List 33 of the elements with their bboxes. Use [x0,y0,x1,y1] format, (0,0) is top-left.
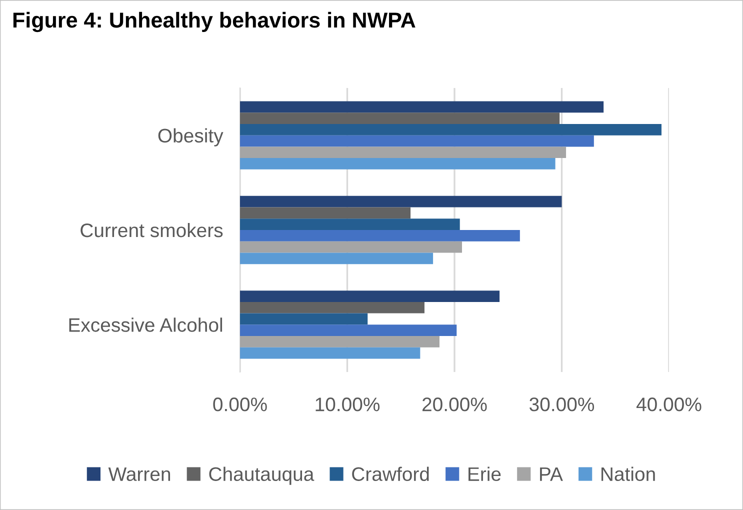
bar [240,241,462,253]
bar [240,158,556,170]
legend-label: PA [540,467,563,481]
bar [240,112,560,124]
bar [240,101,604,113]
x-tick-label: 10.00% [316,398,380,412]
bar [240,146,566,158]
y-tick-label: Obesity [158,128,224,146]
bar [240,347,420,359]
bar [240,313,368,325]
x-tick-label: 40.00% [636,398,702,412]
x-tick-label: 30.00% [530,398,594,412]
bar [240,124,662,136]
bar [240,336,440,348]
bar [240,302,424,314]
bar [240,230,520,242]
bar [240,218,460,230]
legend-label: Crawford [352,466,429,482]
legend-label: Warren [108,467,170,482]
legend-label: Nation [602,466,655,482]
y-tick-label: Current smokers [80,222,223,238]
x-tick-label: 20.00% [422,398,487,412]
bar [240,207,411,219]
bar [240,135,594,147]
bar [240,324,457,336]
x-tick-label: 0.00% [213,398,267,412]
legend-label: Erie [468,466,501,482]
bar [240,196,562,208]
bar [240,290,500,302]
bar [240,252,434,264]
chart-title: Figure 4: Unhealthy behaviors in NWPA [13,12,416,32]
y-tick-label: Excessive Alcohol [69,318,222,332]
legend-label: Chautauqua [209,466,314,485]
